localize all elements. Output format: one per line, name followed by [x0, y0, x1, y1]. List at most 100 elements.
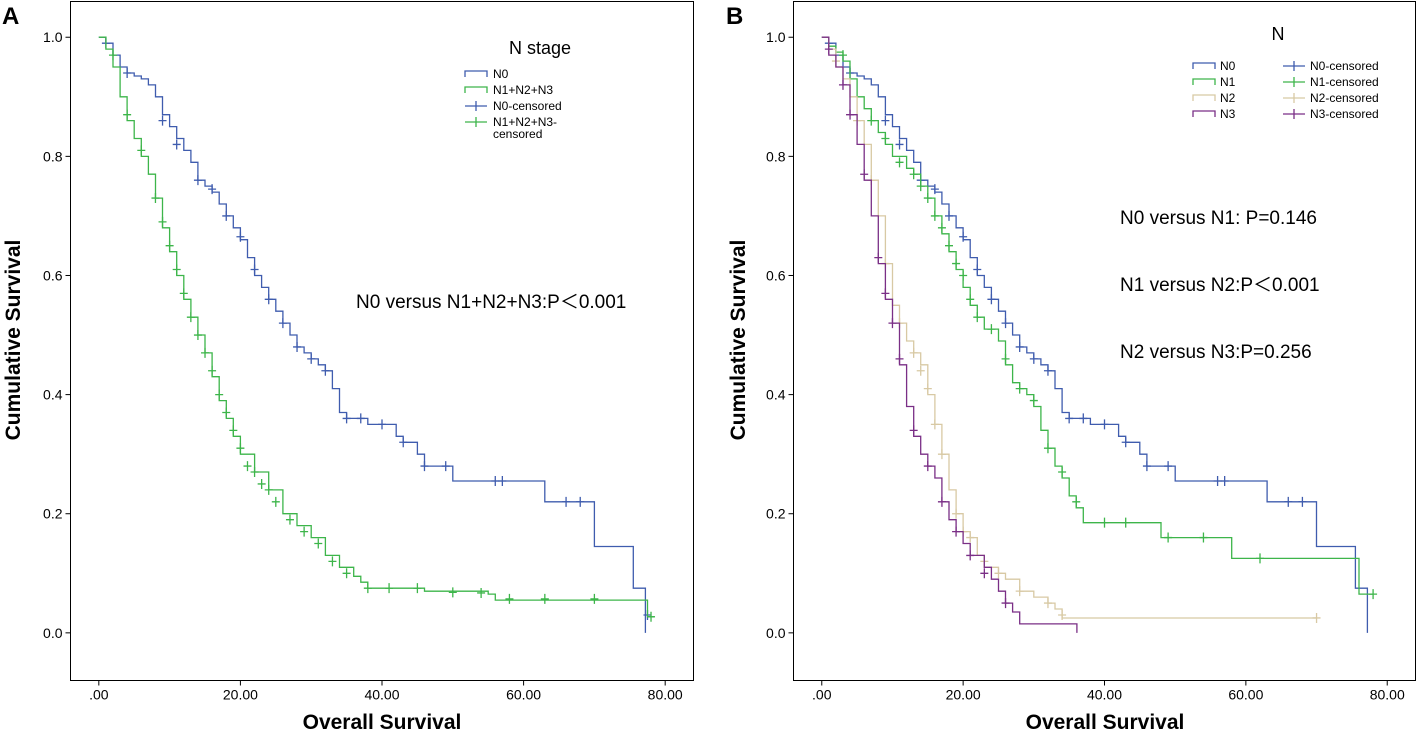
panel-b-series-n1-censor-mark: [1121, 517, 1130, 528]
panel-b-series-n0-censor-mark: [1142, 461, 1151, 472]
panel-a-series-n0-line: [98, 36, 647, 633]
panel-b-series-n2-censor-mark: [1312, 612, 1321, 623]
panel-b-series-n1-censor-mark: [1369, 589, 1378, 600]
panel-b-series-n0-censor-mark: [945, 210, 953, 221]
panel-a-legend-label-n1-n2-n3-censored: censored: [493, 127, 542, 141]
panel-a-series-n1-n2-n3-censor-mark: [314, 538, 323, 549]
panel-b-series-n1-censor-mark: [945, 240, 953, 251]
panel-a-y-tick-label: 1.0: [43, 29, 63, 45]
panel-b-legend-title: N: [1272, 24, 1285, 44]
panel-a-series: [98, 36, 656, 633]
panel-b-series-n2-line: [821, 36, 1317, 619]
panel-a-y-axis-title: Cumulative Survival: [2, 240, 25, 441]
panel-b-legend-swatch-n0: [1192, 62, 1216, 69]
panel-a-series-n0-censor-mark: [498, 475, 507, 486]
panel-b-series-n2-censor-mark: [930, 419, 939, 430]
panel-a-series-n1-n2-n3-censor-mark: [300, 526, 309, 537]
panel-a-x-tick-label: 60.00: [506, 687, 541, 703]
panel-b-series-n0-censor-mark: [973, 264, 982, 275]
panel-b-series-n1-censor-mark: [1029, 395, 1038, 406]
panel-a-series-n0-censor-mark: [562, 496, 571, 507]
panel-b-series-n3-censor-mark: [937, 496, 946, 507]
panel-b-x-tick-label: .00: [812, 687, 832, 703]
panel-a-y-tick-label: 0.6: [43, 267, 63, 283]
panel-b-ticks: .00 20.00 40.00 60.00 80.00 0.0 0.2 0.4 0.6 0.8 1.…: [766, 29, 1405, 702]
panel-a-chart: A Overall Survival Cumulative Survival .…: [2, 1, 694, 734]
panel-b-series-n1-censor-mark: [930, 210, 939, 221]
panel-a-series-n1-n2-n3-censor-mark: [448, 587, 457, 598]
panel-a-series-n0-censor-mark: [222, 210, 231, 221]
panel-b-series-n0-censor-mark: [1220, 475, 1229, 486]
panel-a-series-n1-n2-n3-censor-mark: [229, 425, 238, 436]
panel-a-legend-swatch-n1-n2-n3-censored: [465, 117, 487, 127]
panel-b-series-n2-censor-mark: [1015, 586, 1024, 597]
panel-b-legend-label-n1-censored: N1-censored: [1310, 75, 1379, 89]
panel-b-series-n3-censor-mark: [980, 568, 989, 579]
panel-b-series: [821, 36, 1378, 633]
panel-b-series-n1-censor-mark: [895, 157, 904, 168]
panel-a-pvalue-annotation: N0 versus N1+N2+N3:P＜0.001: [356, 292, 626, 313]
panel-a-series-n1-n2-n3-censor-mark: [413, 583, 422, 594]
panel-b-series-n0-censor-mark: [987, 294, 996, 305]
panel-a-x-axis-title: Overall Survival: [303, 711, 462, 734]
panel-a-legend-swatch-n1-n2-n3: [464, 86, 488, 93]
panel-b-series-n0-line: [821, 36, 1369, 633]
panel-a-series-n0-censor-mark: [123, 67, 132, 78]
panel-b-series-n0-censor-mark: [1029, 353, 1038, 364]
panel-a-plot-frame: [70, 1, 694, 681]
panel-a-series-n1-n2-n3-censor-mark: [165, 240, 174, 251]
panel-b-legend-swatch-n3: [1192, 110, 1216, 117]
panel-b-pvalue-annotation-2: N1 versus N2:P＜0.001: [1120, 275, 1320, 296]
panel-a-series-n1-n2-n3-censor-mark: [385, 583, 394, 594]
panel-a-series-n1-n2-n3-censor-mark: [540, 593, 549, 604]
panel-a-series-n1-n2-n3-censor-mark: [647, 611, 656, 622]
panel-a-legend-label-n0-censored: N0-censored: [493, 99, 562, 113]
panel-b-series-n3-censor-mark: [1001, 598, 1010, 609]
panel-b-series-n3-censor-mark: [824, 44, 833, 55]
panel-a-series-n0-censor-mark: [193, 175, 202, 186]
panel-a-legend-swatch-n0: [464, 70, 488, 77]
panel-b-series-n2-censor-mark: [1058, 609, 1067, 620]
panel-b-series-n1-censor-mark: [916, 181, 925, 192]
panel-b-legend-label-n0: N0: [1220, 59, 1236, 73]
panel-b-series-n1-censor-mark: [1164, 532, 1173, 543]
panel-b-x-axis-title: Overall Survival: [1026, 711, 1185, 734]
panel-a-series-n1-n2-n3-censor-mark: [201, 347, 210, 358]
panel-b-series-n1-censor-mark: [923, 193, 932, 204]
panel-a-legend-swatch-n0-censored: [465, 101, 487, 111]
panel-b-series-n1-censor-mark: [973, 312, 982, 323]
panel-a-series-n1-n2-n3-censor-mark: [505, 593, 514, 604]
panel-a-series-n0-censor-mark: [441, 461, 450, 472]
panel-b-series-n0-censor-mark: [1065, 413, 1074, 424]
panel-a-letter: A: [2, 3, 19, 30]
panel-a-x-tick-label: 40.00: [364, 687, 399, 703]
panel-a-series-n0-censor-mark: [264, 294, 273, 305]
panel-b-series-n3-censor-mark: [838, 79, 847, 90]
panel-a-series-n0-censor-mark: [307, 353, 316, 364]
panel-a-series-n1-n2-n3-censor-mark: [477, 587, 486, 598]
panel-b-legend-swatch-n2: [1192, 94, 1216, 101]
panel-a-series-n1-n2-n3-censor-mark: [172, 264, 181, 275]
panel-b-series-n3-line: [821, 36, 1078, 633]
panel-a-y-tick-label: 0.8: [43, 148, 63, 164]
panel-a-series-n0-censor-mark: [420, 461, 429, 472]
panel-a-x-tick-label: .00: [89, 687, 109, 703]
panel-b-series-n3-censor-mark: [888, 318, 897, 329]
panel-b-series-n0-censor-mark: [959, 231, 968, 242]
panel-a-series-n0-censor-mark: [278, 318, 287, 329]
panel-b-series-n0-censor-mark: [1213, 475, 1222, 486]
panel-b-series-n3-censor-mark: [874, 252, 883, 263]
panel-a-series-n1-n2-n3-censor-mark: [215, 389, 224, 400]
panel-b-series-n0-censor-mark: [1164, 461, 1173, 472]
panel-b-series-n0-censor-mark: [895, 139, 904, 150]
panel-b-y-tick-label: 0.2: [766, 506, 786, 522]
panel-a-series-n0-censor-mark: [208, 184, 217, 195]
panel-b-series-n1-censor-mark: [959, 270, 968, 281]
panel-a-series-n1-n2-n3-censor-mark: [222, 407, 231, 418]
panel-b-series-n0-censor-mark: [1015, 341, 1024, 352]
panel-b-series-n0-censor-mark: [881, 115, 890, 126]
panel-a-series-n1-n2-n3-censor-mark: [271, 496, 280, 507]
panel-b-y-tick-label: 0.0: [766, 625, 786, 641]
panel-b-series-n0-censor-mark: [1298, 496, 1307, 507]
